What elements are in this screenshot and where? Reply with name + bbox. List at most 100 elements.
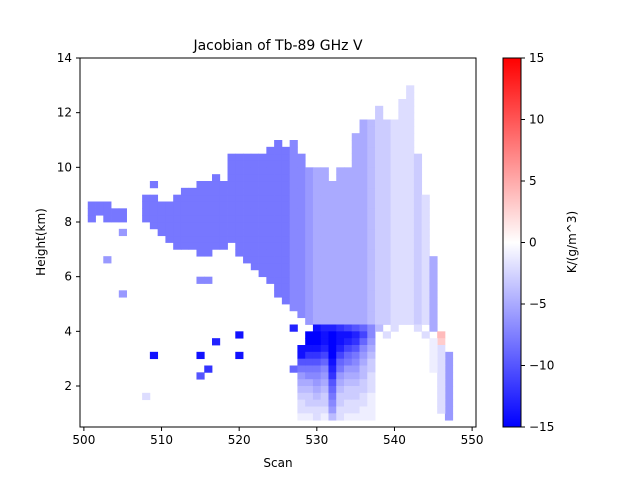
- heatmap-cell: [382, 331, 391, 339]
- heatmap-cell: [219, 215, 228, 223]
- heatmap-cell: [219, 208, 228, 216]
- heatmap-cell: [274, 187, 283, 196]
- heatmap-cell: [344, 215, 353, 223]
- heatmap-cell: [266, 160, 275, 168]
- heatmap-cell: [196, 351, 205, 360]
- heatmap-cell: [336, 269, 345, 278]
- heatmap-cell: [281, 269, 291, 278]
- heatmap-cell: [312, 413, 322, 421]
- heatmap-cell: [336, 276, 345, 284]
- heatmap-cell: [421, 249, 430, 257]
- heatmap-cell: [188, 187, 197, 196]
- heatmap-cell: [444, 406, 454, 414]
- heatmap-cell: [351, 269, 360, 278]
- heatmap-cell: [173, 228, 182, 237]
- heatmap-cell: [367, 126, 376, 134]
- heatmap-cell: [382, 222, 391, 230]
- heatmap-cell: [437, 372, 446, 380]
- heatmap-cell: [367, 222, 376, 230]
- heatmap-cell: [406, 263, 415, 271]
- heatmap-cell: [312, 215, 322, 223]
- heatmap-cell: [312, 379, 322, 387]
- heatmap-cell: [359, 386, 368, 394]
- heatmap-cell: [336, 406, 345, 414]
- heatmap-cell: [266, 276, 275, 284]
- heatmap-cell: [390, 276, 399, 284]
- heatmap-cell: [351, 201, 360, 209]
- x-tick-label: 500: [72, 433, 95, 447]
- heatmap-cell: [351, 235, 360, 243]
- heatmap-cell: [336, 290, 345, 298]
- heatmap-cell: [398, 112, 407, 120]
- heatmap-cell: [359, 317, 368, 325]
- heatmap-cell: [289, 215, 298, 223]
- heatmap-cell: [336, 351, 345, 360]
- heatmap-cell: [305, 174, 314, 182]
- heatmap-cell: [281, 167, 291, 175]
- heatmap-cell: [375, 235, 384, 243]
- heatmap-cell: [390, 201, 399, 209]
- heatmap-cell: [390, 126, 399, 134]
- heatmap-cell: [320, 187, 329, 196]
- heatmap-cell: [375, 222, 384, 230]
- heatmap-cell: [413, 276, 423, 284]
- heatmap-cell: [367, 345, 376, 353]
- heatmap-cell: [320, 208, 329, 216]
- heatmap-cell: [398, 140, 407, 148]
- heatmap-cell: [250, 228, 259, 237]
- heatmap-cell: [336, 249, 345, 257]
- heatmap-cell: [444, 413, 454, 421]
- heatmap-cell: [87, 208, 96, 216]
- heatmap-cell: [281, 187, 291, 196]
- heatmap-cell: [196, 181, 205, 189]
- heatmap-cell: [344, 235, 353, 243]
- heatmap-cell: [359, 345, 368, 353]
- heatmap-cell: [398, 208, 407, 216]
- heatmap-cell: [212, 228, 221, 237]
- heatmap-cell: [359, 153, 368, 161]
- heatmap-cell: [212, 208, 221, 216]
- heatmap-cell: [351, 406, 360, 414]
- heatmap-cell: [406, 269, 415, 278]
- heatmap-cell: [297, 269, 306, 278]
- x-axis: 500 510 520 530 540 550: [72, 427, 484, 447]
- heatmap-cell: [227, 174, 236, 182]
- heatmap-cell: [382, 215, 391, 223]
- heatmap-cell: [297, 345, 306, 353]
- heatmap-cell: [398, 304, 407, 312]
- heatmap-cell: [336, 222, 345, 230]
- heatmap-cell: [305, 194, 314, 202]
- heatmap-cell: [406, 310, 415, 319]
- heatmap-cell: [297, 386, 306, 394]
- heatmap-cell: [305, 399, 314, 407]
- y-tick-label: 12: [57, 106, 72, 120]
- heatmap-cell: [235, 235, 244, 243]
- heatmap-cell: [266, 153, 275, 161]
- heatmap-cell: [173, 235, 182, 243]
- heatmap-cell: [406, 297, 415, 305]
- heatmap-cell: [320, 290, 329, 298]
- heatmap-cell: [289, 140, 298, 148]
- heatmap-cell: [351, 413, 360, 421]
- heatmap-cell: [289, 304, 298, 312]
- heatmap-cell: [297, 153, 306, 161]
- heatmap-cell: [328, 331, 337, 339]
- heatmap-cell: [212, 201, 221, 209]
- heatmap-cell: [336, 297, 345, 305]
- heatmap-cell: [289, 228, 298, 237]
- heatmap-cell: [320, 228, 329, 237]
- heatmap-cell: [429, 310, 438, 319]
- heatmap-cell: [351, 365, 360, 373]
- heatmap-cell: [320, 365, 329, 373]
- heatmap-cell: [305, 242, 314, 250]
- heatmap-cell: [250, 235, 259, 243]
- heatmap-cell: [312, 331, 322, 339]
- heatmap-cell: [351, 133, 360, 141]
- heatmap-cell: [312, 167, 322, 175]
- heatmap-cell: [406, 174, 415, 182]
- heatmap-cell: [344, 345, 353, 353]
- heatmap-cell: [351, 283, 360, 291]
- heatmap-cell: [406, 304, 415, 312]
- heatmap-cell: [281, 181, 291, 189]
- heatmap-cell: [351, 146, 360, 155]
